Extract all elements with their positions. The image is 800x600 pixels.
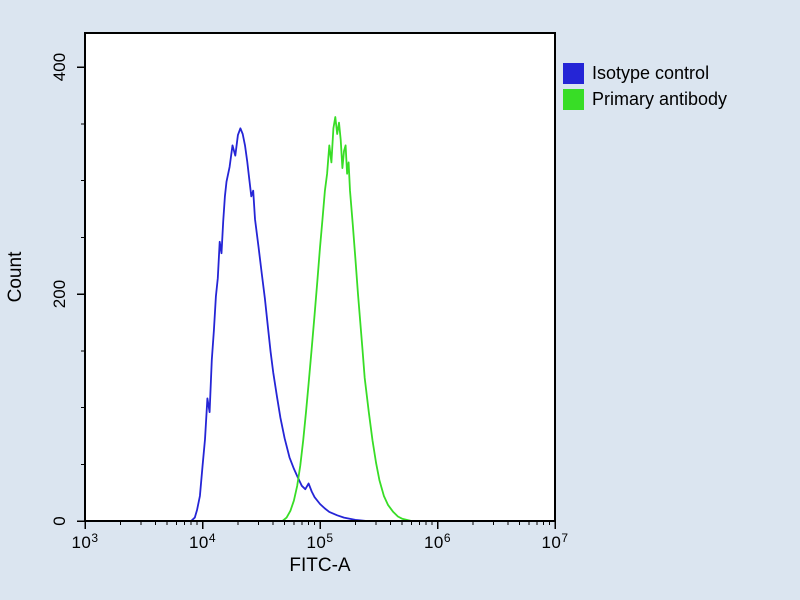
plot-area [85, 33, 555, 521]
y-axis-title: Count [5, 251, 26, 303]
primary-antibody-swatch [563, 89, 584, 110]
series-curve-1 [190, 127, 367, 521]
legend-item-primary-antibody: Primary antibody [563, 89, 727, 110]
series-curve-2 [281, 116, 412, 521]
legend-label-isotype-control: Isotype control [592, 63, 710, 83]
legend-item-isotype-control: Isotype control [563, 63, 727, 84]
legend-label-primary-antibody: Primary antibody [592, 89, 728, 109]
plot-border [84, 32, 556, 522]
x-axis-title: FITC-A [289, 555, 351, 576]
isotype-control-swatch [563, 63, 584, 84]
legend: Isotype control Primary antibody [563, 63, 727, 115]
